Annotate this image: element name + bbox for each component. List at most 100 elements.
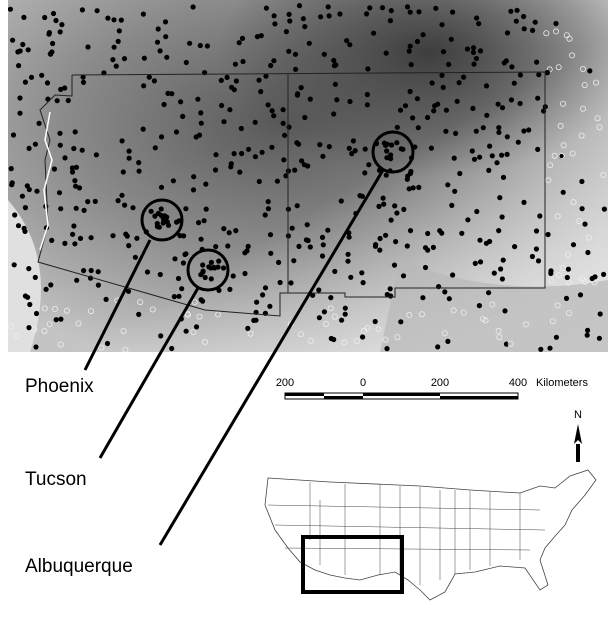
station-dot — [500, 276, 505, 281]
station-dot — [12, 212, 17, 217]
station-dot — [266, 206, 271, 211]
station-dot — [476, 21, 481, 26]
station-dot — [58, 29, 63, 34]
station-dot — [470, 148, 475, 153]
station-dot — [263, 285, 268, 290]
station-dot — [365, 102, 370, 107]
station-dot — [117, 28, 122, 33]
city-label: Phoenix — [25, 376, 94, 397]
station-dot — [215, 265, 220, 270]
station-dot — [213, 152, 218, 157]
station-dot — [327, 13, 332, 18]
station-dot — [266, 199, 271, 204]
station-dot — [486, 290, 491, 295]
station-dot — [411, 185, 416, 190]
station-dot — [505, 30, 510, 35]
station-dot — [533, 20, 538, 25]
station-dot — [407, 49, 412, 54]
station-dot — [119, 193, 124, 198]
station-dot — [534, 228, 539, 233]
station-dot — [80, 7, 85, 12]
station-dot — [384, 51, 389, 56]
station-dot — [389, 218, 394, 223]
station-dot — [578, 292, 583, 297]
station-dot — [57, 131, 62, 136]
station-dot — [122, 56, 127, 61]
station-dot — [477, 238, 482, 243]
station-dot — [268, 251, 273, 256]
station-dot — [20, 42, 25, 47]
station-dot — [29, 75, 34, 80]
station-dot — [171, 178, 176, 183]
station-dot — [209, 276, 214, 281]
station-dot — [515, 8, 520, 13]
station-dot — [286, 125, 291, 130]
station-dot — [521, 200, 526, 205]
station-dot — [242, 271, 247, 276]
station-dot — [425, 115, 430, 120]
station-dot — [291, 258, 296, 263]
station-dot — [601, 272, 606, 277]
station-dot — [116, 39, 121, 44]
station-dot — [158, 48, 163, 53]
station-dot — [366, 162, 371, 167]
station-dot — [408, 10, 413, 15]
station-dot — [295, 93, 300, 98]
station-dot — [535, 96, 540, 101]
station-dot — [231, 273, 236, 278]
station-dot — [585, 333, 590, 338]
station-dot — [351, 138, 356, 143]
city-label: Albuquerque — [25, 556, 133, 577]
station-dot — [494, 160, 499, 165]
station-dot — [328, 295, 333, 300]
station-dot — [470, 106, 475, 111]
scale-tick-label: 0 — [360, 377, 366, 389]
station-dot — [232, 151, 237, 156]
station-dot — [384, 346, 389, 351]
station-dot — [85, 44, 90, 49]
station-dot — [420, 295, 425, 300]
station-dot — [122, 203, 127, 208]
station-dot — [367, 5, 372, 10]
station-dot — [394, 210, 399, 215]
station-dot — [474, 129, 479, 134]
page: {"labels": {"phoenix": "Phoenix", "tucso… — [0, 0, 608, 617]
station-dot — [62, 85, 67, 90]
station-dot — [401, 207, 406, 212]
station-dot — [416, 9, 421, 14]
station-dot — [164, 55, 169, 60]
station-dot — [508, 9, 513, 14]
station-dot — [415, 96, 420, 101]
station-dot — [444, 108, 449, 113]
station-dot — [518, 101, 523, 106]
station-dot — [286, 49, 291, 54]
station-dot — [359, 270, 364, 275]
station-dot — [383, 233, 388, 238]
station-dot — [95, 8, 100, 13]
station-dot — [195, 97, 200, 102]
station-dot — [169, 346, 174, 351]
station-dot — [449, 203, 454, 208]
station-dot — [496, 125, 501, 130]
station-dot — [452, 156, 457, 161]
station-dot — [266, 102, 271, 107]
station-dot — [227, 287, 232, 292]
station-dot — [439, 22, 444, 27]
station-dot — [333, 82, 338, 87]
station-dot — [347, 146, 352, 151]
station-dot — [287, 12, 292, 17]
station-dot — [33, 142, 38, 147]
station-dot — [504, 58, 509, 63]
station-dot — [439, 73, 444, 78]
station-dot — [180, 114, 185, 119]
station-dot — [221, 265, 226, 270]
station-dot — [408, 44, 413, 49]
station-dot — [81, 268, 86, 273]
station-dot — [73, 129, 78, 134]
station-dot — [112, 45, 117, 50]
station-dot — [27, 146, 32, 151]
station-dot — [471, 45, 476, 50]
station-dot — [203, 182, 208, 187]
station-dot — [305, 163, 310, 168]
station-dot — [191, 174, 196, 179]
